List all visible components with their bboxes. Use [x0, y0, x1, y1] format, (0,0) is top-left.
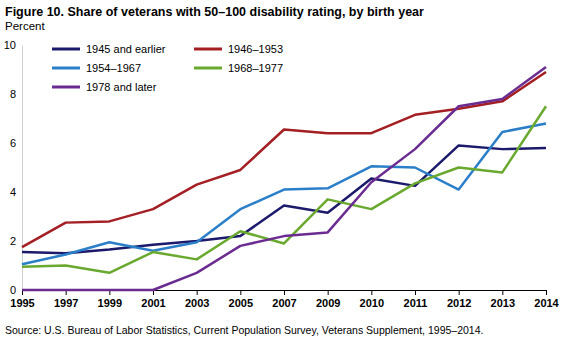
x-tick-mark [415, 290, 416, 295]
x-tick: 2012 [447, 290, 471, 309]
y-axis: 0 2 4 6 8 10 [4, 39, 23, 296]
title: Figure 10. Share of veterans with 50–100… [5, 5, 424, 19]
x-tick: 2011 [404, 290, 428, 309]
y-tick: 2 [10, 235, 22, 247]
legend-label: 1954–1967 [86, 62, 141, 74]
y-axis-title: Percent [5, 20, 45, 32]
x-tick: 2001 [141, 290, 165, 309]
legend-item: 1968–1977 [194, 62, 283, 74]
series-line [22, 67, 546, 290]
x-tick-mark [197, 290, 198, 295]
x-tick-mark [328, 290, 329, 295]
y-axis-line [22, 46, 23, 291]
x-tick-label: 2011 [404, 297, 428, 309]
y-tick-label: 4 [10, 186, 16, 198]
x-tick: 2003 [185, 290, 209, 309]
x-tick-mark [546, 290, 547, 295]
y-tick-label: 2 [10, 235, 16, 247]
x-tick: 2009 [316, 290, 340, 309]
x-tick-label: 2003 [185, 297, 209, 309]
x-tick-label: 2007 [272, 297, 296, 309]
plot: 0 2 4 6 8 10 1995 1997 1999 2001 2003 2005 2007 2009 2… [4, 39, 560, 309]
legend-item: 1946–1953 [194, 43, 283, 55]
x-tick-label: 1999 [98, 297, 122, 309]
legend-label: 1945 and earlier [86, 43, 166, 55]
legend-label: 1978 and later [86, 81, 157, 93]
y-tick: 8 [10, 88, 22, 100]
y-tick-label: 10 [4, 39, 16, 51]
x-tick: 2010 [360, 290, 384, 309]
legend-item: 1945 and earlier [52, 43, 166, 55]
y-tick-label: 6 [10, 137, 16, 149]
legend-swatch [52, 86, 80, 89]
y-tick: 6 [10, 137, 22, 149]
x-tick-label: 2013 [491, 297, 515, 309]
x-tick-mark [459, 290, 460, 295]
legend-swatch [194, 67, 222, 70]
y-tick-label: 8 [10, 88, 16, 100]
legend-swatch [194, 48, 222, 51]
legend-item: 1978 and later [52, 81, 157, 93]
legend-swatch [52, 48, 80, 51]
chart: Figure 10. Share of veterans with 50–100… [0, 0, 575, 345]
x-tick-label: 2009 [316, 297, 340, 309]
y-tick: 4 [10, 186, 22, 198]
x-tick: 1997 [54, 290, 78, 309]
legend-item: 1954–1967 [52, 62, 141, 74]
legend-label: 1946–1953 [228, 43, 283, 55]
x-tick-mark [502, 290, 503, 295]
x-tick-label: 1995 [10, 297, 34, 309]
x-tick: 1995 [10, 290, 34, 309]
lines [22, 67, 546, 290]
x-tick-mark [284, 290, 285, 295]
x-tick-label: 2010 [360, 297, 384, 309]
series-line [22, 72, 546, 247]
x-tick-label: 2012 [447, 297, 471, 309]
series-line [22, 106, 546, 273]
x-tick-label: 2001 [141, 297, 165, 309]
x-tick-label: 2005 [229, 297, 253, 309]
y-tick-label: 0 [10, 284, 16, 296]
legend-swatch [52, 67, 80, 70]
x-tick-mark [240, 290, 241, 295]
x-tick: 2005 [229, 290, 253, 309]
x-tick: 2014 [534, 290, 559, 309]
x-axis: 1995 1997 1999 2001 2003 2005 2007 2009 2010 2011… [10, 290, 559, 309]
legend: 1945 and earlier 1946–1953 1954–1967 1968–1… [52, 43, 283, 93]
y-tick: 10 [4, 39, 22, 51]
x-tick: 2007 [272, 290, 296, 309]
y-tick: 0 [10, 284, 22, 296]
x-tick: 2013 [491, 290, 515, 309]
source: Source: U.S. Bureau of Labor Statistics,… [5, 324, 483, 336]
x-tick: 1999 [98, 290, 122, 309]
x-tick-label: 2014 [534, 297, 559, 309]
legend-label: 1968–1977 [228, 62, 283, 74]
x-tick-mark [371, 290, 372, 295]
x-tick-label: 1997 [54, 297, 78, 309]
